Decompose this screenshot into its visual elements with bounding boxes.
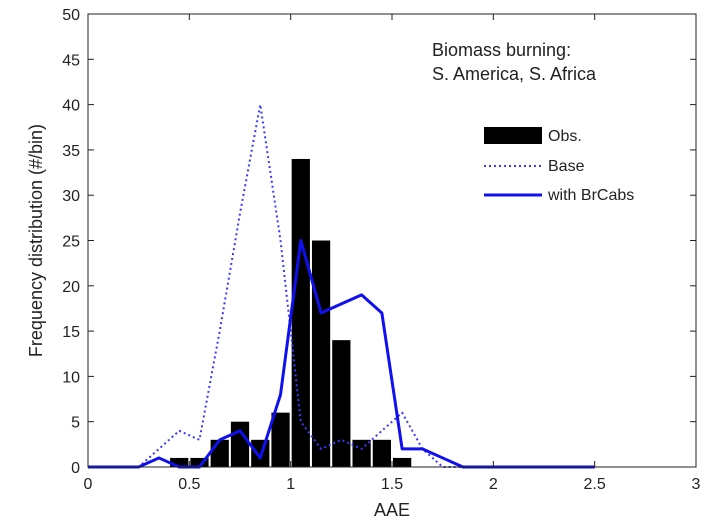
y-tick-label: 30 [62, 188, 80, 205]
legend-label-obs: Obs. [548, 128, 582, 145]
obs-bar [291, 158, 310, 467]
x-tick-label: 2.5 [584, 476, 606, 493]
y-tick-label: 50 [62, 7, 80, 24]
annotation-line-2: S. America, S. Africa [432, 64, 597, 84]
y-tick-label: 5 [71, 415, 80, 432]
annotation-line-1: Biomass burning: [432, 40, 571, 60]
obs-bar [393, 457, 412, 467]
y-tick-label: 20 [62, 279, 80, 296]
x-tick-label: 0.5 [178, 476, 200, 493]
obs-bar [372, 439, 391, 467]
y-tick-label: 40 [62, 98, 80, 115]
x-tick-label: 1.5 [381, 476, 403, 493]
y-tick-label: 15 [62, 324, 80, 341]
y-tick-label: 0 [71, 460, 80, 477]
obs-bar [190, 457, 209, 467]
legend-label-base: Base [548, 158, 585, 175]
y-tick-label: 45 [62, 52, 80, 69]
obs-bar [170, 457, 189, 467]
x-tick-label: 1 [286, 476, 295, 493]
legend-label-brcabs: with BrCabs [547, 187, 634, 204]
legend-swatch-obs [484, 127, 542, 144]
x-axis-label: AAE [374, 500, 410, 520]
obs-bar [230, 421, 250, 467]
plot-frame [87, 13, 697, 468]
legend: Obs. Base with BrCabs [484, 127, 634, 204]
x-tick-label: 3 [692, 476, 701, 493]
y-tick-label: 35 [62, 143, 80, 160]
obs-bar [332, 340, 351, 467]
obs-bar [271, 412, 290, 467]
y-tick-label: 25 [62, 234, 80, 251]
plot-area [88, 103, 595, 469]
obs-bar [210, 439, 229, 467]
obs-bar [311, 240, 331, 467]
obs-bar [352, 439, 371, 467]
x-tick-label: 0 [84, 476, 93, 493]
x-tick-label: 2 [489, 476, 498, 493]
y-tick-label: 10 [62, 369, 80, 386]
y-axis-label: Frequency distribution (#/bin) [26, 124, 46, 357]
